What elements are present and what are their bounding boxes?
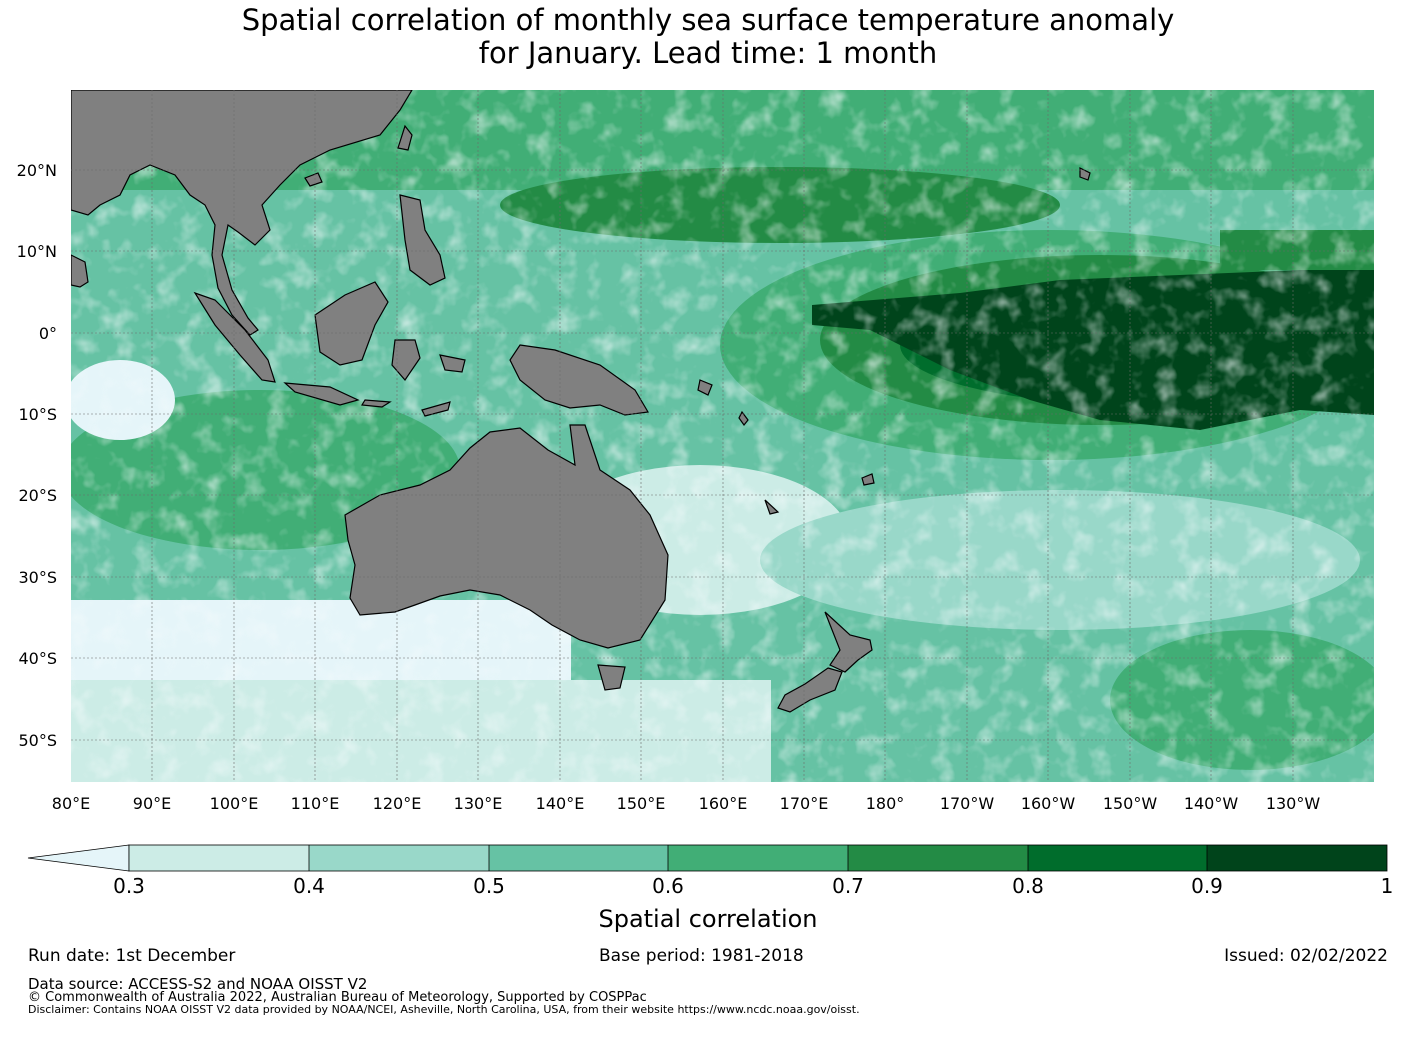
- colorbar-frame: [128, 844, 1388, 872]
- colorbar-label-0-9: 0.9: [1191, 874, 1223, 898]
- lon-label-100e: 100°E: [210, 794, 259, 813]
- lat-label-10s: 10°S: [18, 405, 57, 424]
- lat-label-40s: 40°S: [18, 649, 57, 668]
- lat-label-20n: 20°N: [17, 161, 57, 180]
- colorbar-bin-0-7: [848, 845, 1028, 871]
- colorbar-title: Spatial correlation: [598, 905, 817, 933]
- colorbar-bin-0-6: [668, 845, 848, 871]
- colorbar-label-0-3: 0.3: [113, 874, 145, 898]
- issued-date-text: Issued: 02/02/2022: [1224, 946, 1388, 966]
- colorbar-label-0-4: 0.4: [293, 874, 325, 898]
- lon-label-170w: 170°W: [940, 794, 995, 813]
- lon-label-120e: 120°E: [373, 794, 422, 813]
- map-area: [71, 90, 1374, 782]
- fiji-land: [861, 473, 875, 486]
- map-title-line-2: for January. Lead time: 1 month: [478, 36, 938, 70]
- hawaii-land: [1079, 167, 1091, 181]
- colorbar: 0.3 0.4 0.5 0.6 0.7 0.8 0.9 1 Spatial co…: [27, 844, 1393, 933]
- lon-label-130e: 130°E: [454, 794, 503, 813]
- lon-label-160e: 160°E: [699, 794, 748, 813]
- lon-axis-labels: 80°E 90°E 100°E 110°E 120°E 130°E 140°E …: [52, 794, 1321, 813]
- lon-label-150w: 150°W: [1103, 794, 1158, 813]
- sri-lanka-land: [71, 254, 89, 288]
- lon-label-80e: 80°E: [52, 794, 90, 813]
- colorbar-label-0-6: 0.6: [652, 874, 684, 898]
- nz-south-island-land: [777, 667, 843, 713]
- graticule: [71, 90, 1374, 782]
- lat-label-30s: 30°S: [18, 568, 57, 587]
- lon-label-90e: 90°E: [133, 794, 171, 813]
- lat-axis-labels: 20°N 10°N 0° 10°S 20°S 30°S 40°S 50°S: [17, 161, 57, 750]
- land-masses: [71, 90, 1091, 713]
- lat-label-10n: 10°N: [17, 242, 57, 261]
- colorbar-label-0-8: 0.8: [1012, 874, 1044, 898]
- colorbar-label-0-5: 0.5: [473, 874, 505, 898]
- lon-label-160w: 160°W: [1021, 794, 1076, 813]
- colorbar-bin-0-4: [309, 845, 489, 871]
- colorbar-bin-0-8: [1028, 845, 1207, 871]
- lon-label-110e: 110°E: [291, 794, 340, 813]
- nz-north-island-land: [824, 611, 873, 673]
- lon-label-140w: 140°W: [1184, 794, 1239, 813]
- lon-label-170e: 170°E: [780, 794, 829, 813]
- taiwan-land: [397, 124, 413, 151]
- new-guinea-land: [509, 344, 649, 416]
- lon-label-150e: 150°E: [617, 794, 666, 813]
- colorbar-extend-arrow: [27, 844, 130, 872]
- colorbar-ticks: [308, 845, 1208, 871]
- java-land: [283, 382, 360, 406]
- colorbar-bin-0-9: [1207, 845, 1387, 871]
- lat-label-50s: 50°S: [18, 731, 57, 750]
- borneo-land: [314, 281, 389, 366]
- lat-label-20s: 20°S: [18, 486, 57, 505]
- lat-label-0: 0°: [39, 324, 57, 343]
- lon-label-180: 180°: [866, 794, 905, 813]
- lon-label-140e: 140°E: [536, 794, 585, 813]
- run-date-text: Run date: 1st December: [28, 946, 236, 966]
- map-title-line-1: Spatial correlation of monthly sea surfa…: [241, 3, 1175, 37]
- sst-noise-texture: [71, 90, 1374, 782]
- tasmania-land: [597, 664, 626, 691]
- sulawesi-land: [391, 339, 421, 381]
- base-period-text: Base period: 1981-2018: [599, 946, 804, 966]
- lon-label-130w: 130°W: [1266, 794, 1321, 813]
- colorbar-bin-0-5: [489, 845, 668, 871]
- australia-land: [344, 424, 669, 649]
- correlation-map-figure: 20°N 10°N 0° 10°S 20°S 30°S 40°S 50°S 80…: [17, 90, 1393, 933]
- colorbar-label-1: 1: [1381, 874, 1394, 898]
- data-source-text: Data source: ACCESS-S2 and NOAA OISST V2: [28, 975, 368, 993]
- vanuatu-land: [738, 410, 749, 426]
- philippines-land: [399, 194, 446, 286]
- disclaimer-text: Disclaimer: Contains NOAA OISST V2 data …: [28, 1003, 860, 1016]
- hainan-land: [304, 172, 323, 187]
- new-caledonia-land: [764, 499, 780, 515]
- colorbar-label-0-7: 0.7: [832, 874, 864, 898]
- lesser-sunda-land: [360, 399, 392, 408]
- copyright-text: © Commonwealth of Australia 2022, Austra…: [28, 990, 647, 1005]
- solomon-islands-land: [697, 379, 713, 396]
- halmahera-land: [439, 354, 466, 373]
- sumatra-land: [193, 291, 276, 383]
- colorbar-bin-0-3: [129, 845, 309, 871]
- colorbar-tick-labels: 0.3 0.4 0.5 0.6 0.7 0.8 0.9 1: [113, 874, 1393, 898]
- asia-land: [71, 90, 413, 336]
